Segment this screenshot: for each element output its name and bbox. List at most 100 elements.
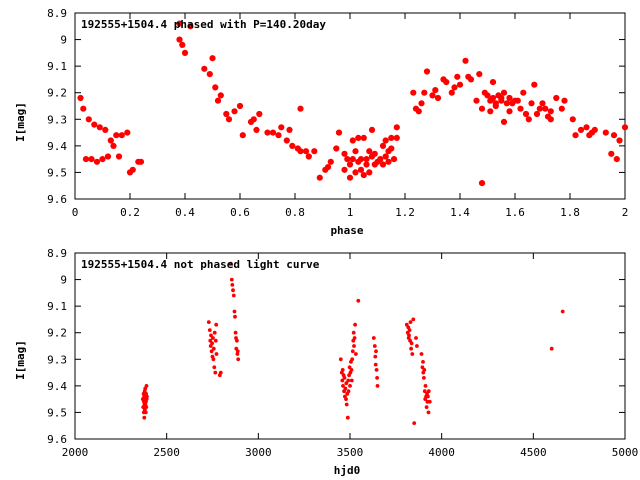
data-point: [422, 368, 427, 372]
data-points: [140, 261, 565, 425]
data-point: [102, 126, 109, 133]
x-tick-label: 3000: [245, 446, 272, 459]
data-point: [209, 349, 214, 354]
data-point: [375, 384, 380, 388]
data-point: [503, 100, 510, 107]
data-point: [341, 166, 348, 173]
data-point: [231, 288, 235, 293]
data-point: [531, 81, 538, 88]
data-point: [340, 368, 345, 372]
data-point: [347, 365, 352, 370]
data-point: [346, 161, 354, 168]
data-point: [533, 110, 541, 118]
data-points: [77, 20, 629, 187]
data-point: [213, 338, 218, 343]
data-point: [456, 81, 464, 88]
data-point: [420, 365, 425, 370]
data-point: [363, 161, 370, 168]
y-tick-label: 8.9: [47, 7, 67, 20]
data-point: [415, 108, 422, 115]
data-point: [212, 330, 217, 335]
data-point: [107, 137, 114, 144]
data-point: [85, 116, 92, 123]
data-point: [124, 129, 131, 136]
data-point: [421, 360, 425, 364]
x-tick-label: 0.2: [120, 206, 140, 219]
data-point: [129, 166, 136, 173]
data-point: [373, 362, 378, 367]
data-point: [233, 314, 237, 319]
data-point: [388, 134, 395, 141]
chart-title: 192555+1504.4 not phased light curve: [81, 258, 320, 271]
data-point: [366, 148, 373, 155]
data-point: [349, 378, 354, 383]
data-point: [212, 84, 219, 91]
data-point: [410, 89, 417, 96]
data-point: [352, 336, 357, 340]
data-point: [357, 156, 365, 163]
data-point: [422, 376, 426, 380]
data-point: [233, 330, 238, 335]
data-point: [144, 405, 149, 409]
x-axis-label: hjd0: [334, 464, 361, 477]
data-point: [348, 384, 352, 388]
data-point: [429, 92, 436, 99]
data-point: [385, 158, 392, 165]
x-tick-label: 4000: [428, 446, 455, 459]
data-point: [142, 415, 147, 420]
data-point: [223, 110, 230, 118]
data-point: [388, 145, 395, 152]
data-point: [283, 137, 290, 144]
data-point: [382, 153, 389, 160]
data-point: [434, 94, 442, 102]
data-point: [91, 121, 98, 128]
data-point: [478, 180, 486, 187]
y-tick-label: 8.9: [47, 247, 67, 260]
data-point: [492, 102, 499, 110]
data-point: [427, 399, 432, 404]
data-point: [250, 116, 257, 123]
x-tick-labels: 0 0.2 0.4 0.6 0.8 1 1.2 1.4 1.6 1.8 2: [72, 206, 629, 219]
data-point: [423, 384, 428, 388]
data-point: [344, 156, 351, 163]
data-point: [211, 357, 216, 362]
y-tick-label: 9.5: [47, 166, 67, 179]
data-point: [409, 341, 414, 346]
data-point: [316, 174, 323, 181]
data-point: [346, 378, 351, 383]
data-point: [569, 116, 576, 123]
data-point: [393, 124, 400, 131]
data-point: [542, 105, 549, 112]
data-point: [547, 116, 554, 123]
data-point: [476, 71, 483, 78]
data-point: [346, 389, 351, 394]
x-tick-label: 2000: [62, 446, 89, 459]
axis-ticks: [74, 252, 626, 440]
data-point: [350, 349, 355, 354]
data-point: [602, 129, 609, 136]
data-point: [371, 150, 378, 157]
y-tick-label: 9.2: [47, 87, 67, 100]
data-point: [236, 357, 241, 362]
data-point: [144, 384, 149, 388]
data-point: [411, 317, 416, 322]
y-tick-label: 9.6: [47, 433, 67, 446]
y-tick-label: 9: [60, 34, 67, 47]
data-point: [143, 410, 148, 415]
data-point: [432, 87, 439, 94]
data-point: [560, 309, 565, 314]
data-point: [426, 410, 431, 415]
data-point: [525, 116, 532, 123]
x-tick-label: 0.6: [230, 206, 250, 219]
data-point: [232, 309, 237, 314]
data-point: [176, 36, 183, 43]
data-point: [448, 89, 455, 96]
data-point: [333, 145, 340, 152]
data-point: [218, 370, 223, 375]
data-point: [423, 68, 431, 75]
data-point: [96, 124, 103, 131]
data-point: [360, 134, 367, 141]
data-point: [229, 277, 234, 282]
data-point: [201, 65, 208, 72]
data-point: [275, 132, 282, 139]
